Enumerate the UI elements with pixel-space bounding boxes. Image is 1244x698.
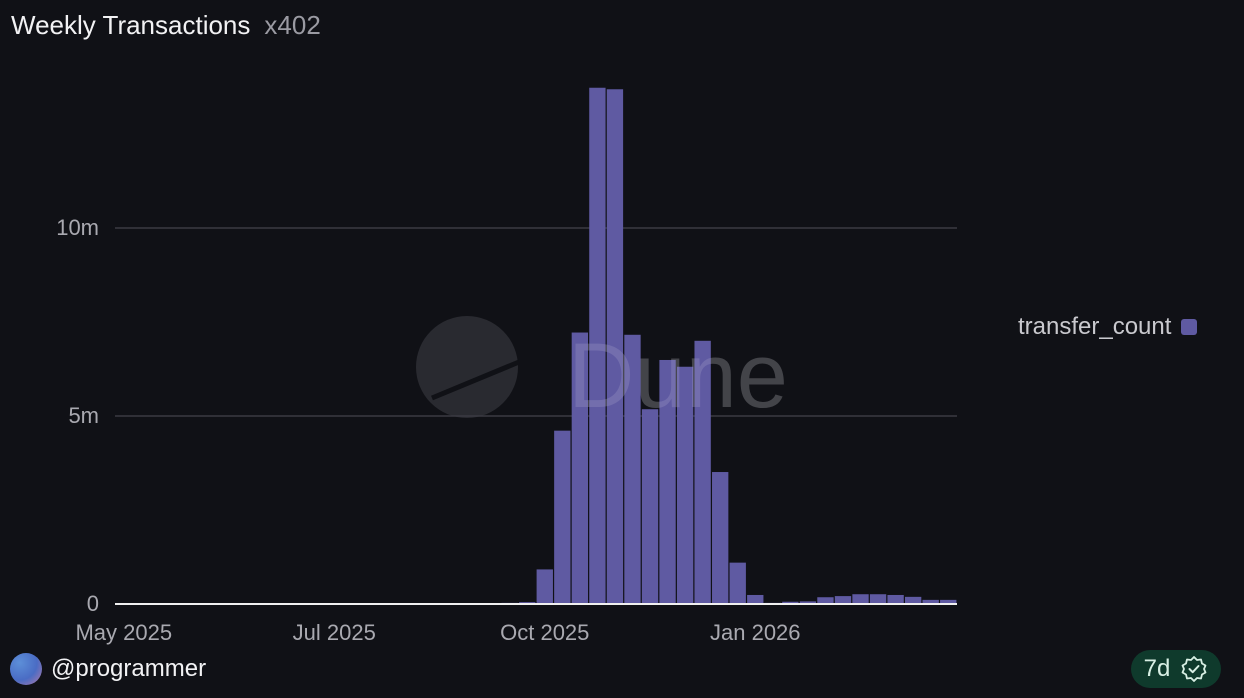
y-tick-label: 5m xyxy=(68,403,99,428)
title-text: Weekly Transactions xyxy=(11,10,251,40)
legend-label: transfer_count xyxy=(1018,313,1172,340)
bar[interactable] xyxy=(852,594,869,604)
avatar[interactable] xyxy=(10,653,42,685)
refresh-badge[interactable]: 7d xyxy=(1131,650,1221,688)
query-count: x402 xyxy=(264,10,321,40)
bar[interactable] xyxy=(799,601,817,604)
x-tick-label: Jan 2026 xyxy=(710,620,801,645)
bar[interactable] xyxy=(729,562,746,604)
x-tick-label: Oct 2025 xyxy=(500,620,589,645)
dune-logo-stroke xyxy=(431,359,520,401)
author[interactable]: @programmer xyxy=(10,653,206,685)
legend-swatch xyxy=(1181,319,1198,335)
bar[interactable] xyxy=(712,472,729,604)
bar[interactable] xyxy=(624,334,641,604)
y-tick-label: 10m xyxy=(56,215,99,240)
bar[interactable] xyxy=(676,366,694,604)
bar[interactable] xyxy=(834,596,852,604)
x-tick-label: Jul 2025 xyxy=(293,620,376,645)
chart-title: Weekly Transactions x402 xyxy=(11,10,321,41)
bar[interactable] xyxy=(641,409,659,604)
bar[interactable] xyxy=(782,601,799,604)
dune-watermark-overlay: Dune xyxy=(568,325,788,427)
bar[interactable] xyxy=(659,359,676,604)
bar[interactable] xyxy=(747,594,764,604)
bar[interactable] xyxy=(904,596,922,604)
bar[interactable] xyxy=(536,569,553,604)
verified-check-icon xyxy=(1181,656,1207,682)
bar[interactable] xyxy=(571,332,589,604)
username[interactable]: @programmer xyxy=(51,655,207,682)
bar[interactable] xyxy=(922,599,939,604)
bar[interactable] xyxy=(606,89,624,605)
bar[interactable] xyxy=(554,430,571,604)
bar[interactable] xyxy=(694,340,711,604)
bar[interactable] xyxy=(940,599,957,604)
bar[interactable] xyxy=(589,87,606,604)
legend[interactable]: transfer_count xyxy=(1018,313,1198,341)
refresh-interval: 7d xyxy=(1143,655,1171,682)
y-tick-label: 0 xyxy=(87,591,99,616)
bar[interactable] xyxy=(887,594,904,604)
bar[interactable] xyxy=(869,594,887,604)
x-tick-label: May 2025 xyxy=(75,620,172,645)
bar[interactable] xyxy=(817,597,834,604)
